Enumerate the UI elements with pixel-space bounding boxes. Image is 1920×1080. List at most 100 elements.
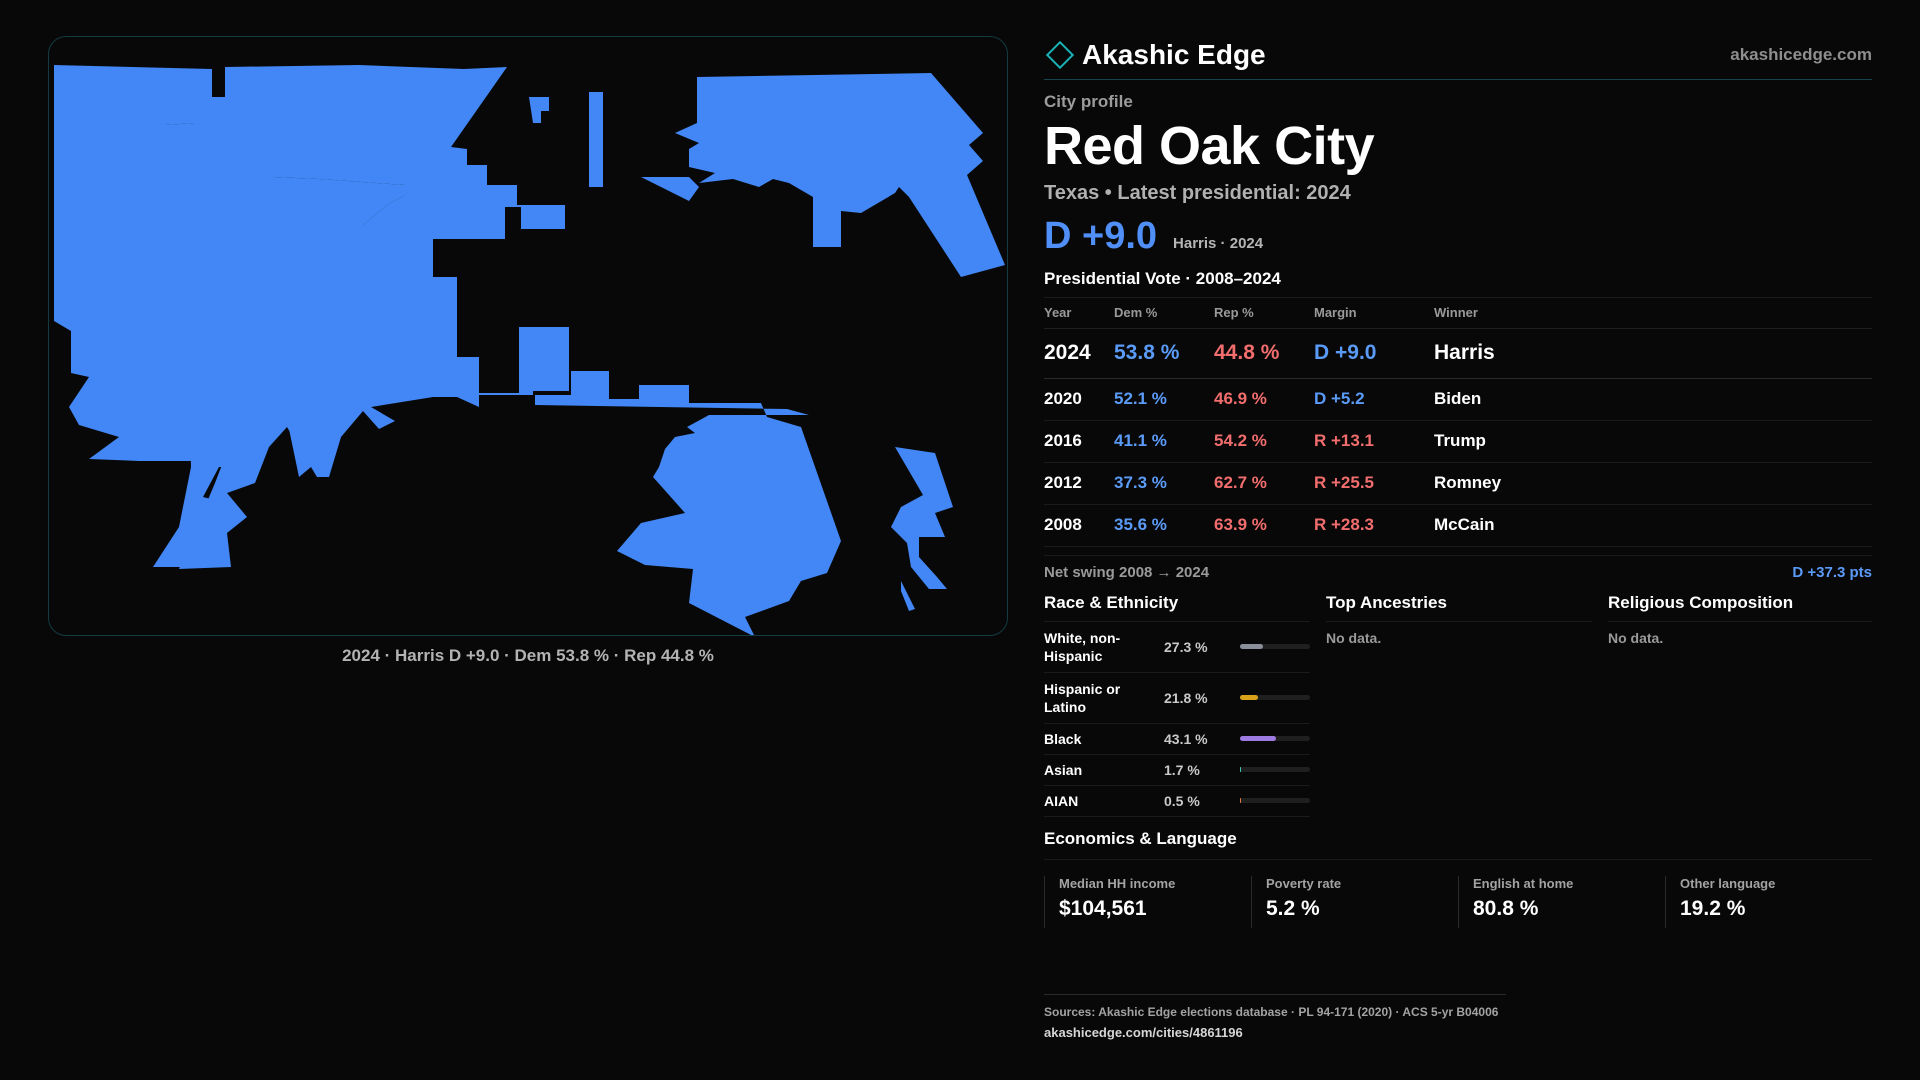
race-label: Hispanic or Latino [1044, 680, 1121, 715]
net-swing: Net swing 2008 → 2024 D +37.3 pts [1044, 554, 1872, 581]
row-year: 2008 [1044, 504, 1114, 547]
race-value: 27.3 % [1164, 638, 1208, 655]
row-margin: R +28.3 [1314, 504, 1434, 547]
subtitle: Texas • Latest presidential: 2024 [1044, 182, 1872, 205]
row-dem-pct: 53.8 % [1114, 328, 1214, 379]
race-bar-fill [1240, 798, 1242, 803]
table-row: 2016 41.1 % 54.2 % R +13.1 Trump [1044, 420, 1872, 463]
row-winner: Trump [1434, 420, 1872, 463]
race-bar [1240, 644, 1310, 649]
map-caption: 2024 · Harris D +9.0 · Dem 53.8 % · Rep … [342, 646, 714, 665]
row-dem-pct: 52.1 % [1114, 378, 1214, 421]
row-year: 2012 [1044, 462, 1114, 505]
race-ethnicity-panel: Race & Ethnicity White, non-Hispanic 27.… [1044, 593, 1310, 817]
race-bar [1240, 767, 1310, 772]
row-year: 2020 [1044, 378, 1114, 421]
row-rep-pct: 54.2 % [1214, 420, 1314, 463]
econ-label: Poverty rate [1266, 875, 1342, 891]
race-bar-fill [1240, 736, 1277, 741]
column-header-winner: Winner [1434, 298, 1872, 329]
state-name: Texas [1044, 182, 1100, 204]
table-header-row: Year Dem % Rep % Margin Winner [1044, 298, 1872, 329]
ancestries-title: Top Ancestries [1326, 593, 1592, 622]
race-bar [1240, 736, 1310, 741]
race-row: Hispanic or Latino 21.8 % [1044, 673, 1310, 724]
econ-value: 5.2 % [1266, 896, 1320, 920]
race-label: AIAN [1044, 792, 1079, 809]
econ-label: Median HH income [1059, 875, 1176, 891]
race-value: 43.1 % [1164, 730, 1208, 747]
race-row: Asian 1.7 % [1044, 755, 1310, 786]
race-value: 21.8 % [1164, 689, 1208, 706]
row-year: 2024 [1044, 328, 1114, 379]
row-rep-pct: 44.8 % [1214, 328, 1314, 379]
column-header-year: Year [1044, 298, 1114, 329]
map-region-central [54, 97, 841, 635]
brand-header: Akashic Edge akashicedge.com [1044, 30, 1872, 80]
row-dem-pct: 41.1 % [1114, 420, 1214, 463]
page-eyebrow: City profile [1044, 92, 1133, 111]
race-value: 1.7 % [1164, 761, 1200, 778]
diamond-icon [1045, 40, 1075, 69]
race-label: White, non-Hispanic [1044, 629, 1121, 664]
brand-url-link[interactable]: akashicedge.com [1730, 44, 1872, 64]
map-region-south-spur [289, 397, 329, 477]
table-row: 2008 35.6 % 63.9 % R +28.3 McCain [1044, 504, 1872, 547]
row-winner: Romney [1434, 462, 1872, 505]
row-winner: McCain [1434, 504, 1872, 547]
economics-cards: Median HH income $104,561 Poverty rate 5… [1044, 875, 1872, 928]
sources-text: Sources: Akashic Edge elections database… [1044, 1005, 1499, 1019]
row-dem-pct: 35.6 % [1114, 504, 1214, 547]
race-bar-fill [1240, 695, 1259, 700]
row-margin: R +13.1 [1314, 420, 1434, 463]
headline-margin: D +9.0 [1044, 215, 1158, 257]
row-winner: Biden [1434, 378, 1872, 421]
map-region-north-fragment [529, 97, 549, 123]
econ-card-english: English at home 80.8 % [1458, 875, 1665, 928]
brand[interactable]: Akashic Edge [1044, 39, 1266, 71]
race-row: AIAN 0.5 % [1044, 786, 1310, 817]
city-permalink[interactable]: akashicedge.com/cities/4861196 [1044, 1025, 1243, 1040]
table-row: 2020 52.1 % 46.9 % D +5.2 Biden [1044, 378, 1872, 421]
column-header-margin: Margin [1314, 298, 1434, 329]
row-winner: Harris [1434, 328, 1872, 379]
map-region-east-sliver [901, 581, 915, 611]
city-boundary-map [54, 65, 1005, 635]
religion-empty: No data. [1608, 629, 1664, 646]
headline-result: D +9.0 Harris · 2024 [1044, 215, 1872, 259]
econ-value: 19.2 % [1680, 896, 1746, 920]
row-dem-pct: 37.3 % [1114, 462, 1214, 505]
map-region-south-arm [153, 377, 265, 567]
row-margin: D +5.2 [1314, 378, 1434, 421]
net-swing-value: D +37.3 pts [1792, 563, 1872, 581]
religion-title: Religious Composition [1608, 593, 1872, 622]
race-label: Asian [1044, 761, 1083, 778]
table-row: 2024 53.8 % 44.8 % D +9.0 Harris [1044, 328, 1872, 379]
row-rep-pct: 46.9 % [1214, 378, 1314, 421]
map-region-northeast [675, 73, 1005, 277]
brand-name: Akashic Edge [1082, 38, 1266, 70]
race-bar-fill [1240, 767, 1242, 772]
profile-panel: Akashic Edge akashicedge.com City profil… [1044, 30, 1872, 928]
race-bar [1240, 798, 1310, 803]
race-bar [1240, 695, 1310, 700]
row-margin: D +9.0 [1314, 328, 1434, 379]
ancestries-panel: Top Ancestries No data. [1326, 593, 1592, 817]
row-rep-pct: 62.7 % [1214, 462, 1314, 505]
econ-card-poverty: Poverty rate 5.2 % [1251, 875, 1458, 928]
sources-footer: Sources: Akashic Edge elections database… [1044, 994, 1506, 1040]
econ-label: English at home [1473, 875, 1574, 891]
race-label: Black [1044, 730, 1082, 747]
econ-card-income: Median HH income $104,561 [1044, 875, 1251, 928]
demographics-section: Race & Ethnicity White, non-Hispanic 27.… [1044, 593, 1872, 817]
race-ethnicity-title: Race & Ethnicity [1044, 593, 1310, 622]
presidential-vote-title: Presidential Vote · 2008–2024 [1044, 269, 1872, 298]
table-row: 2012 37.3 % 62.7 % R +25.5 Romney [1044, 462, 1872, 505]
city-map[interactable] [48, 36, 1008, 636]
headline-note: Harris · 2024 [1173, 235, 1264, 252]
row-rep-pct: 63.9 % [1214, 504, 1314, 547]
column-header-dem: Dem % [1114, 298, 1214, 329]
map-region-north-strip [589, 92, 603, 187]
latest-presidential: Latest presidential: 2024 [1117, 182, 1351, 204]
econ-label: Other language [1680, 875, 1776, 891]
